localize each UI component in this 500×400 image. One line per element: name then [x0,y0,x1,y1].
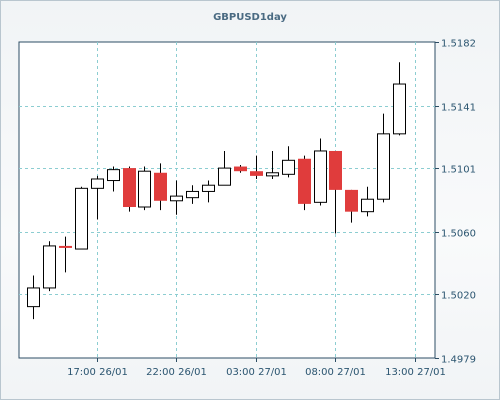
candle-body-up [186,190,199,199]
candle [186,185,199,204]
candle [329,150,342,234]
candle-body-down [59,245,72,248]
y-tick-label: 1.4979 [441,355,476,366]
candle-body-down [329,150,342,190]
candle [298,155,311,211]
y-tick-label: 1.5060 [441,229,476,240]
y-tick-label: 1.5182 [441,39,476,50]
y-tick-label: 1.5141 [441,103,476,114]
candle [314,138,327,206]
candle [91,175,104,220]
candle [202,180,215,203]
candle [266,150,279,179]
candle [27,275,40,320]
candles [27,62,406,320]
candle-body-down [298,158,311,204]
x-tick-label: 22:00 26/01 [146,367,207,378]
y-axis: 1.5182 1.5141 1.5101 1.5060 1.5020 1.4979 [435,39,476,366]
candle-body-up [361,198,374,213]
y-tick-label: 1.5020 [441,291,476,302]
candle-body-down [154,172,167,201]
x-tick-label: 17:00 26/01 [67,367,128,378]
candle [59,236,72,273]
candle-body-down [345,189,358,212]
candle-body-up [43,245,56,289]
x-tick-label: 08:00 27/01 [305,367,366,378]
candle [345,189,358,223]
candle [250,155,263,179]
x-tick-label: 03:00 27/01 [226,367,287,378]
candle-body-up [218,167,231,186]
candle [218,150,231,186]
candle [138,166,151,211]
candle-body-up [75,187,88,250]
candle-body-up [91,178,104,189]
candle-body-up [393,83,406,135]
candle [282,146,295,178]
y-tick-label: 1.5101 [441,165,476,176]
candle [361,186,374,217]
x-tick-label: 13:00 27/01 [385,367,446,378]
candle-body-down [250,171,263,176]
candle [43,241,56,292]
candle [75,186,88,250]
candle [107,166,120,192]
candle-body-up [138,170,151,208]
candle-body-up [107,169,120,182]
x-axis: 17:00 26/01 22:00 26/01 03:00 27/01 08:00 2… [67,358,446,378]
candle-body-up [314,150,327,203]
candle-body-down [234,166,247,172]
chart-title: GBPUSD1day [213,12,287,23]
candle-body-up [202,184,215,192]
candle [234,164,247,173]
candle-body-up [27,287,40,308]
candle [377,113,390,203]
candle-body-up [282,159,295,175]
candle-body-up [377,133,390,200]
candle-body-down [123,168,136,208]
candle [393,62,406,136]
candle [154,163,167,211]
candle [170,180,183,215]
candle-body-up [170,195,183,202]
candle-body-up [266,172,279,177]
candle [123,166,136,212]
